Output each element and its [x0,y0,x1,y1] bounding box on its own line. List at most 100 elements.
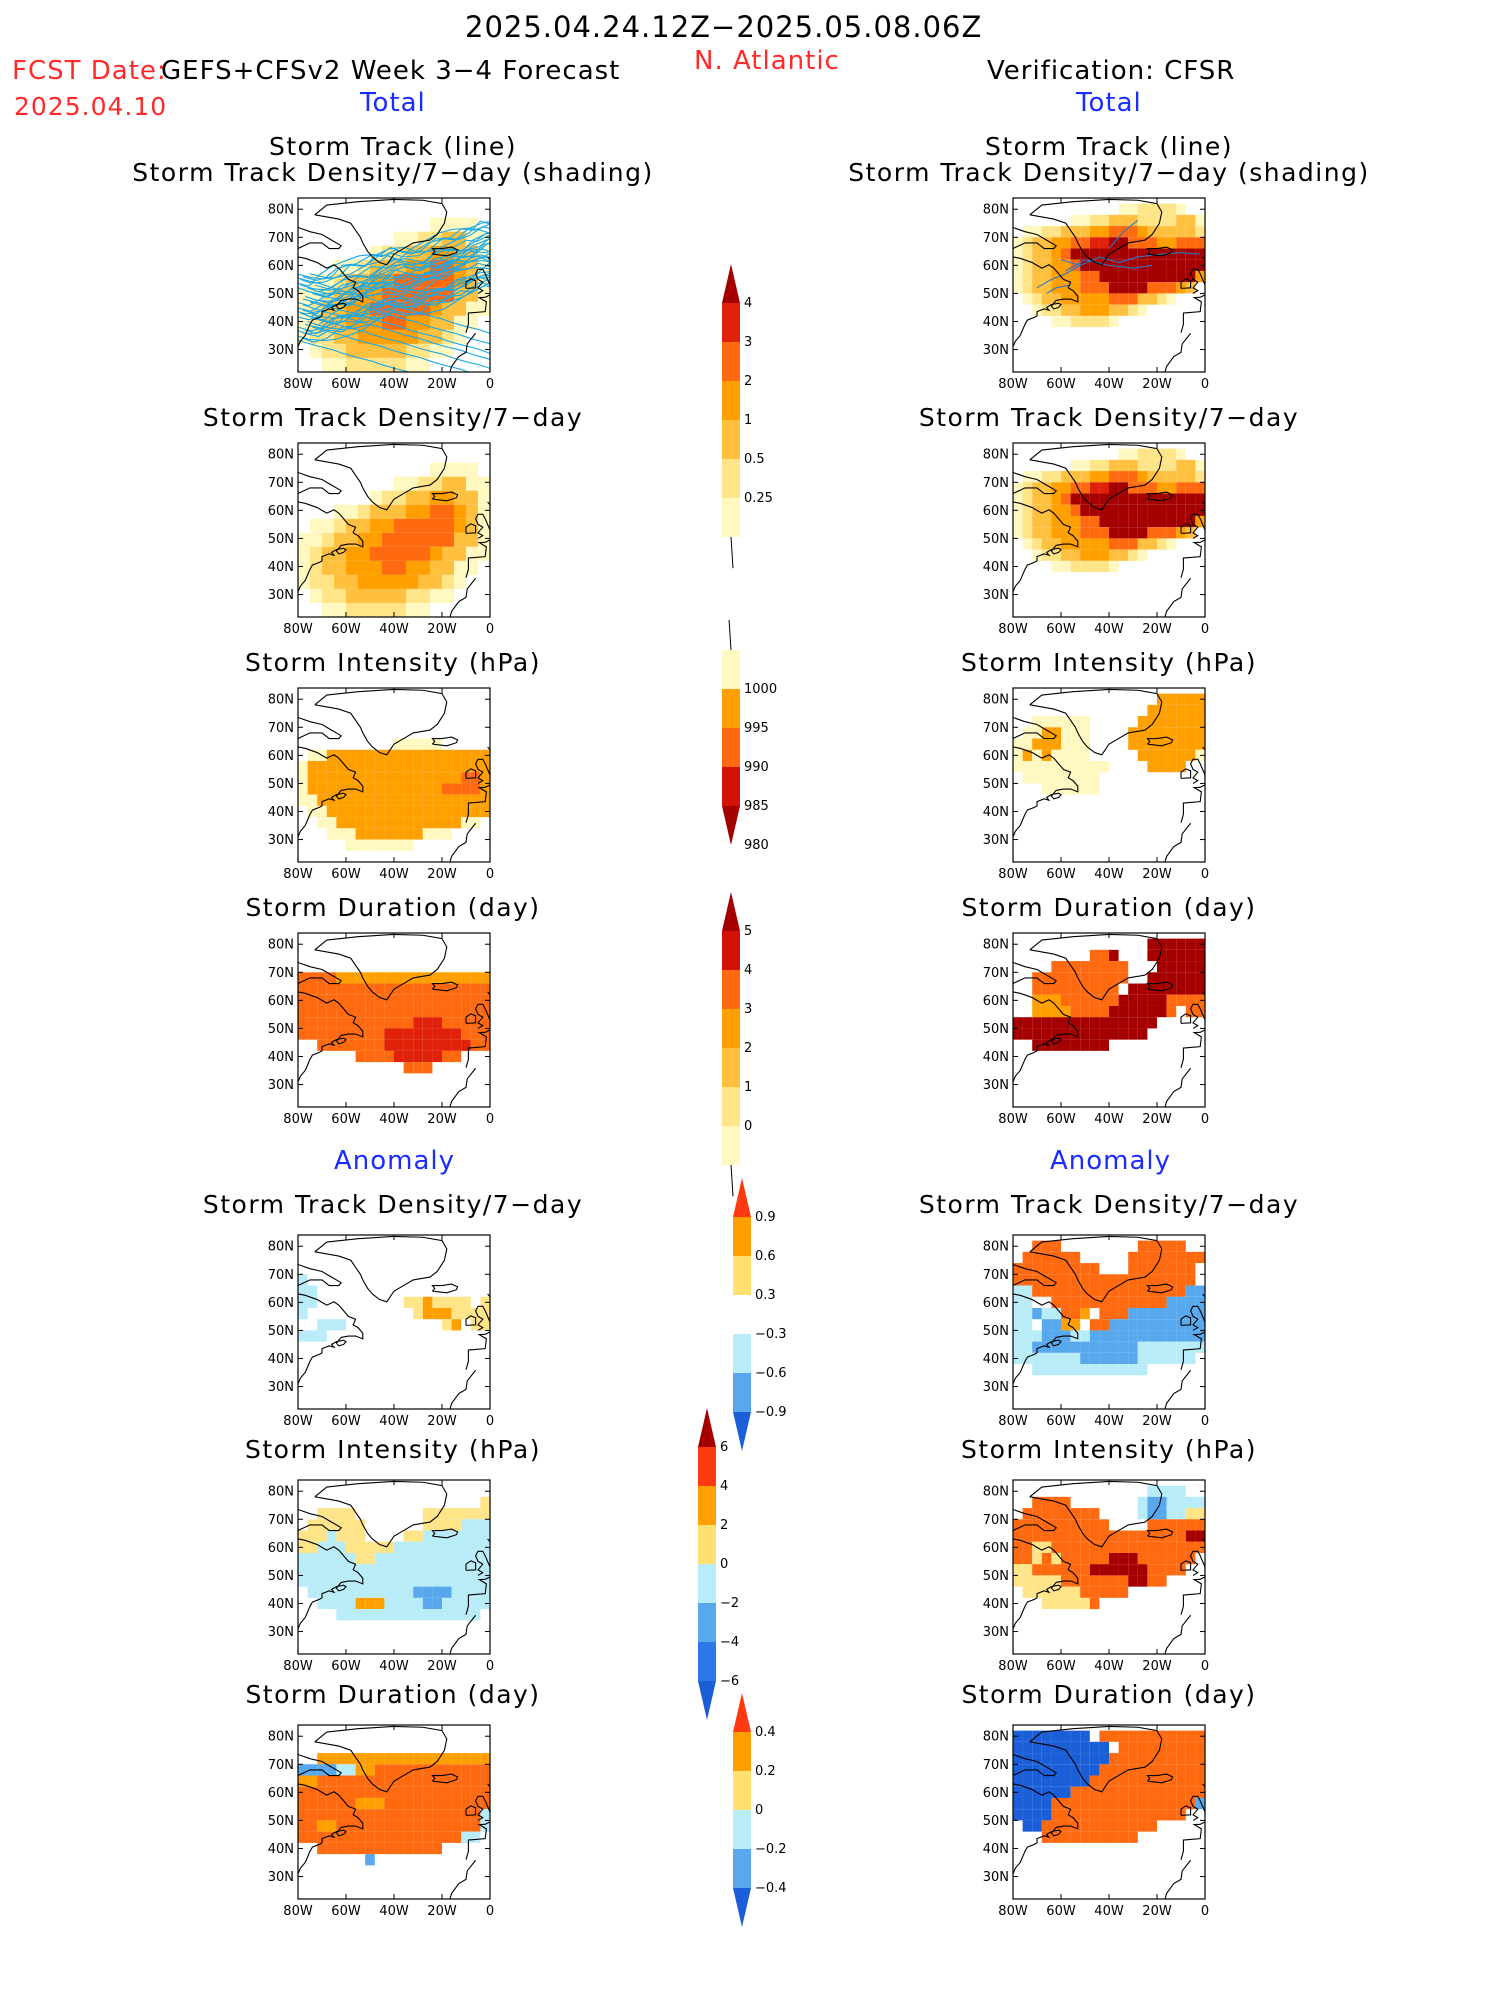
lat-tick-label: 80N [268,938,294,953]
shaded-region [384,760,394,773]
shaded-region [1061,1786,1071,1798]
shaded-region [365,1753,375,1765]
shaded-region [461,794,471,806]
shaded-region [413,1809,423,1821]
shaded-region [1022,1552,1033,1565]
shaded-region [451,1764,462,1776]
map-vf-intensity: 80N 70N 60N 50N 40N 30N 80W 60W 40W 20W 0 [969,684,1221,892]
shaded-region [394,504,406,519]
shaded-region [461,1775,471,1787]
shaded-region [317,1831,327,1843]
lat-tick-label: 30N [983,1078,1009,1093]
shaded-region [336,817,346,829]
shaded-region [1118,1831,1129,1843]
shaded-region [310,532,322,547]
shaded-region [1185,1764,1196,1776]
shaded-region [1157,270,1167,283]
shaded-region [365,1842,375,1855]
shaded-region [1176,1730,1186,1742]
shaded-region [1166,1786,1177,1798]
shaded-region [451,817,462,829]
coastline [1013,1753,1058,1777]
shaded-region [1022,293,1033,305]
coastline [1029,198,1163,266]
shaded-region [1080,1039,1090,1051]
shaded-region [1022,1730,1033,1742]
shaded-region [394,1831,404,1843]
shaded-region [317,1809,327,1821]
shaded-region [442,817,452,829]
shaded-region [1137,304,1148,316]
shaded-region [442,828,452,840]
shaded-region [1118,304,1129,316]
storm-track-line [1060,252,1201,266]
shaded-region [418,476,430,491]
shaded-region [346,504,358,519]
shaded-region [1070,237,1081,249]
shaded-region [307,994,318,1006]
shaded-region [1137,994,1148,1006]
shaded-region [1205,716,1215,727]
shaded-region [1128,259,1138,271]
shaded-region [374,828,385,840]
shaded-region [1157,493,1167,505]
shaded-region [1176,459,1186,472]
shaded-region [470,1519,481,1531]
lon-tick-label: 60W [331,867,361,882]
shaded-region [1157,1809,1167,1821]
shaded-region [1080,1597,1090,1610]
shaded-region [1109,1240,1119,1252]
shaded-region [413,994,423,1006]
shaded-region [1022,1530,1033,1542]
lon-tick-label: 60W [331,1904,361,1919]
shaded-region [461,1005,471,1018]
storm-track-line [298,248,490,307]
shaded-region [1051,1263,1061,1275]
shaded-region [1118,493,1129,505]
shaded-region [355,1764,366,1776]
shaded-region [1166,1741,1177,1754]
shaded-region [1089,1753,1100,1765]
shaded-region [1022,1251,1033,1264]
shaded-region [1157,949,1167,962]
lat-tick-label: 30N [268,1870,294,1885]
shaded-region [500,772,506,783]
shaded-region [1128,304,1138,316]
shaded-region [394,1028,404,1040]
shaded-region [382,574,394,589]
shaded-region [1166,538,1177,550]
shaded-region [394,1575,404,1587]
shaded-region [336,1586,346,1598]
shaded-region [1157,1508,1167,1520]
shaded-region [1185,1786,1196,1798]
shaded-region [1089,760,1100,773]
shaded-region [432,1564,442,1576]
lat-tick-label: 30N [268,1078,294,1093]
shaded-region [1013,1564,1023,1576]
storm-track-line [1046,284,1071,294]
shaded-region [1185,1352,1196,1365]
shaded-region [394,574,406,589]
lat-tick-label: 50N [268,1814,294,1829]
shaded-region [1061,1741,1071,1754]
shaded-region [1215,1753,1221,1764]
shaded-region [1205,961,1215,972]
shaded-region [1147,1330,1157,1342]
shaded-region [1032,515,1042,528]
shaded-region [1185,1797,1196,1810]
shaded-region [382,546,394,561]
shaded-region [1137,1809,1148,1821]
shaded-region [1185,248,1196,260]
shaded-region [466,504,478,519]
lat-tick-label: 80N [268,1485,294,1500]
shaded-region [384,1564,394,1576]
coastline [474,1305,490,1331]
shaded-region [370,560,382,575]
shaded-region [432,783,442,795]
shaded-region [310,560,322,575]
shaded-region [1109,1307,1119,1320]
shaded-region [1032,282,1042,294]
shaded-region [355,1753,366,1765]
shaded-region [1051,1775,1061,1787]
shaded-region [1128,1552,1138,1565]
